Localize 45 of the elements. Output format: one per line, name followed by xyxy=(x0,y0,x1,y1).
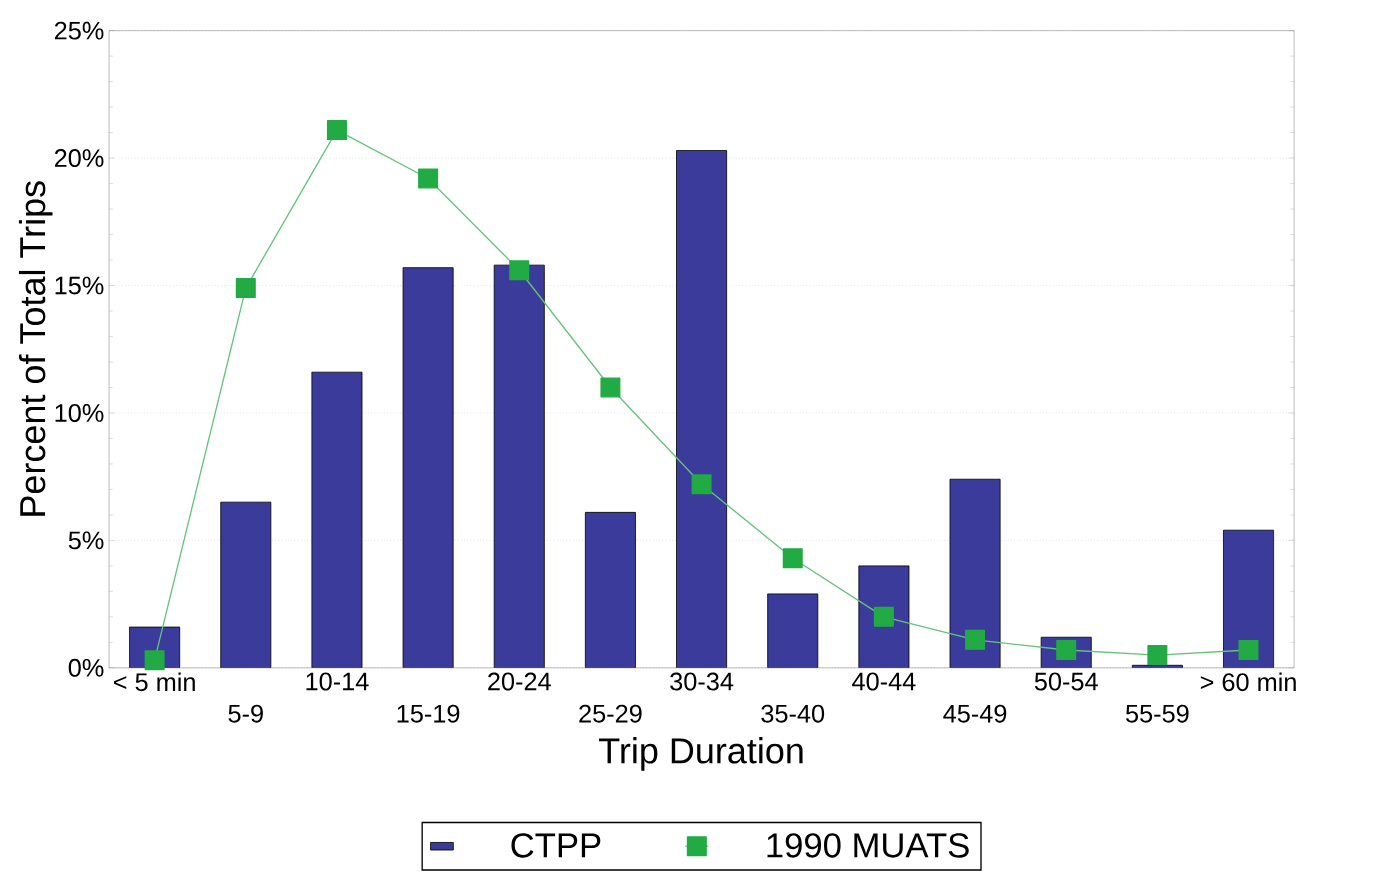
point xyxy=(600,377,621,398)
x-tick-label: 50-54 xyxy=(1034,672,1098,691)
x-tick-label: 40-44 xyxy=(852,672,916,691)
point xyxy=(1238,640,1259,661)
x-tick-label: 15-19 xyxy=(397,704,460,723)
bar xyxy=(494,265,545,668)
x-tick-label: 20-24 xyxy=(488,672,551,691)
x-tick-label: 10-14 xyxy=(306,672,369,691)
legend-label: 1990 MUATS xyxy=(767,833,969,858)
x-tick-label: 25-29 xyxy=(579,704,642,723)
point xyxy=(782,548,803,569)
x-tick-label: < 5 min xyxy=(114,672,195,692)
x-tick-label: 45-49 xyxy=(943,704,1007,723)
y-tick-label: 15% xyxy=(55,276,104,295)
y-tick-label: 5% xyxy=(68,531,104,550)
x-tick-label: > 60 min xyxy=(1200,672,1296,692)
bar xyxy=(403,267,454,668)
point xyxy=(965,629,986,650)
point xyxy=(418,168,439,189)
y-axis-title: Percent of Total Trips xyxy=(18,181,53,516)
x-axis-title: Trip Duration xyxy=(599,737,803,771)
point xyxy=(873,606,894,627)
point xyxy=(1147,645,1168,666)
y-tick-label: 0% xyxy=(68,658,104,677)
bar xyxy=(767,594,818,668)
bar xyxy=(220,502,271,668)
x-tick-label: 55-59 xyxy=(1125,704,1189,723)
bar xyxy=(949,479,1001,668)
point xyxy=(144,650,165,671)
x-tick-label: 35-40 xyxy=(761,704,825,723)
bar xyxy=(676,150,727,668)
y-tick-label: 20% xyxy=(54,149,104,168)
x-tick-label: 5-9 xyxy=(228,704,263,723)
x-tick-label: 30-34 xyxy=(670,672,734,691)
point xyxy=(509,260,530,281)
bar xyxy=(585,512,636,668)
y-tick-label: 25% xyxy=(54,21,104,40)
point xyxy=(691,474,712,495)
y-tick-label: 10% xyxy=(55,404,104,423)
point xyxy=(235,278,256,299)
legend-label: CTPP xyxy=(511,833,601,858)
bar xyxy=(858,565,909,668)
point xyxy=(326,120,347,141)
bar xyxy=(1223,529,1274,668)
bar xyxy=(311,372,363,668)
